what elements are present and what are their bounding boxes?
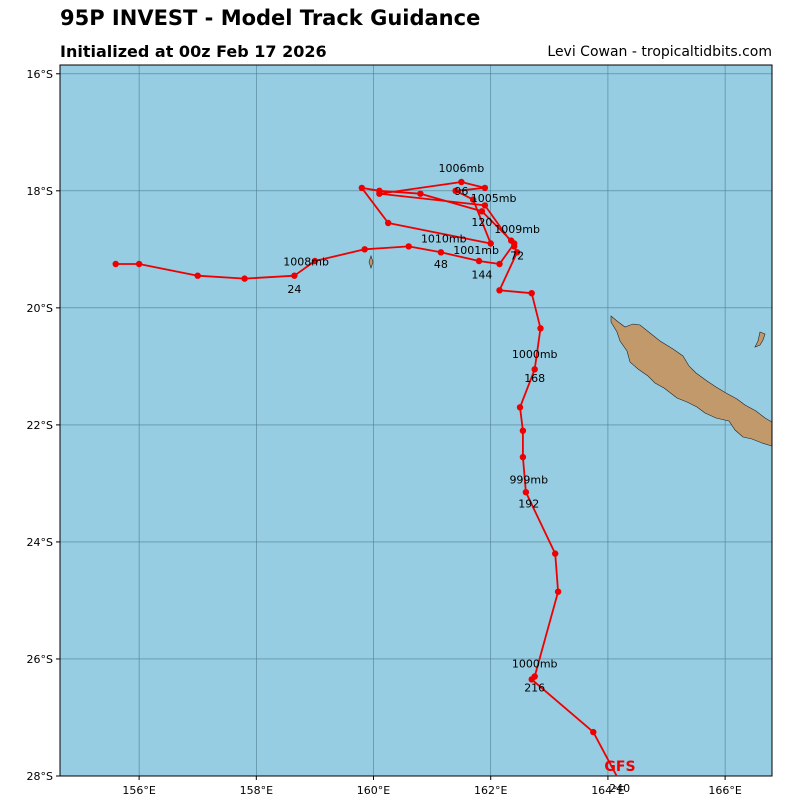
tick-label-lon: 156°E (122, 784, 155, 797)
track-label: 999mb (509, 473, 548, 486)
track-point (405, 243, 412, 250)
track-point (519, 453, 527, 461)
credit-text: Levi Cowan - tropicaltidbits.com (547, 44, 772, 60)
tick-label-lat: 22°S (27, 419, 53, 432)
track-label: 1005mb (471, 192, 517, 205)
chart-title: 95P INVEST - Model Track Guidance (60, 6, 481, 30)
track-point (194, 272, 201, 279)
track-point (112, 260, 119, 268)
tick-label-lat: 28°S (27, 770, 53, 783)
track-label: 168 (524, 372, 545, 385)
track-label: 192 (518, 497, 539, 510)
track-point (376, 190, 383, 197)
tick-label-lat: 16°S (27, 68, 53, 81)
track-label: 24 (287, 283, 301, 296)
track-point (311, 257, 319, 265)
land-new-caledonia (610, 315, 773, 447)
track-label: 96 (454, 185, 468, 198)
track-label: 1000mb (512, 348, 558, 361)
track-label: 216 (524, 682, 545, 695)
tick-label-lon: 166°E (708, 784, 741, 797)
axis-ticks: 156°E 158°E 160°E 162°E 164°E 166°E 16°S 18°S 20… (27, 68, 742, 797)
land-small-island (754, 331, 766, 348)
track-label: 240 (609, 782, 630, 795)
track-label: 48 (434, 258, 448, 271)
track-point (417, 190, 424, 197)
track-point (496, 287, 503, 294)
track-label: 72 (510, 249, 524, 262)
tick-label-lon: 164°E (591, 784, 624, 797)
track-point (361, 246, 368, 253)
tick-label-lat: 20°S (27, 302, 53, 315)
track-label: 1010mb (421, 232, 467, 245)
chart-subtitle: Initialized at 00z Feb 17 2026 (60, 42, 327, 61)
model-label-gfs: GFS (604, 759, 635, 775)
track-label: 120 (471, 216, 492, 229)
track-point (481, 184, 489, 192)
land-reef (368, 255, 374, 269)
track-point (513, 249, 521, 256)
track-label: 1009mb (494, 223, 540, 236)
tick-label-lat: 26°S (27, 653, 53, 666)
track-point (437, 249, 445, 256)
track-label: 1000mb (512, 658, 558, 671)
track-point (528, 290, 535, 297)
track-point (458, 178, 465, 186)
track-point (487, 240, 494, 247)
track-point (496, 260, 503, 268)
track-point (528, 676, 535, 683)
track-point (135, 260, 143, 268)
track-point (522, 489, 530, 496)
tick-label-lon: 160°E (357, 784, 390, 797)
track-point (531, 366, 538, 373)
track-label: 144 (471, 269, 492, 282)
map-frame (59, 64, 773, 777)
track-point (552, 550, 559, 557)
track-point (537, 325, 544, 332)
track-label: 1001mb (453, 244, 499, 257)
track-point (511, 243, 518, 250)
track-point (469, 196, 477, 203)
track-point (554, 588, 562, 595)
track-point (508, 237, 515, 244)
tick-label-lon: 158°E (240, 784, 273, 797)
tick-label-lat: 18°S (27, 185, 53, 198)
grid-lines (60, 65, 772, 776)
gfs-track (112, 178, 618, 777)
track-point (358, 184, 365, 192)
track-point (385, 219, 392, 227)
track-label: 1006mb (439, 162, 485, 175)
track-point (478, 208, 486, 215)
track-point (519, 427, 527, 434)
track-point (291, 272, 298, 279)
track-point (475, 257, 483, 265)
track-point (516, 404, 524, 411)
track-point (241, 275, 248, 282)
ocean (60, 65, 772, 776)
track-point (590, 728, 597, 736)
track-label: 1008mb (283, 256, 329, 269)
tick-label-lon: 162°E (474, 784, 507, 797)
track-point (452, 187, 459, 194)
track-point (481, 202, 489, 209)
tick-label-lat: 24°S (27, 536, 53, 549)
